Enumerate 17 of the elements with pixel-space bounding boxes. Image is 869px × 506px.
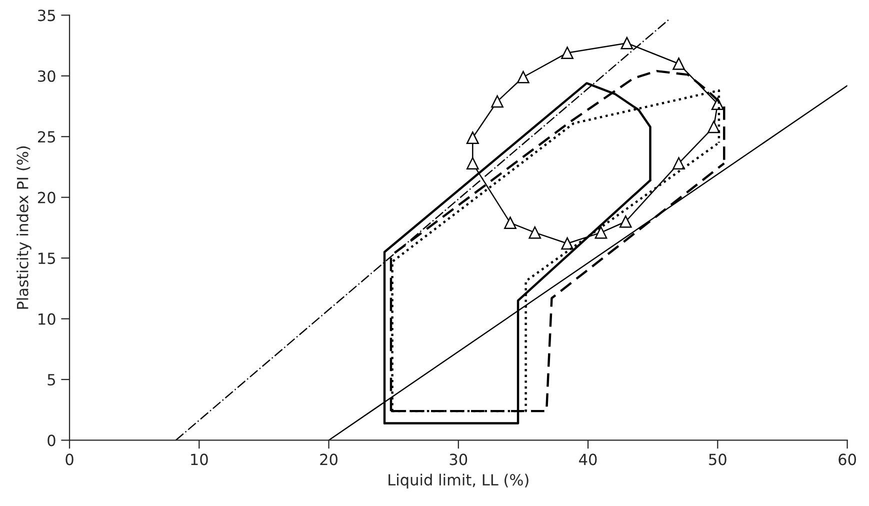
y-tick-label: 30 (38, 70, 56, 82)
y-tick-label: 15 (38, 252, 55, 264)
y-axis-title: Plasticity index PI (%) (16, 146, 32, 309)
y-tick-label: 0 (48, 434, 56, 446)
x-tick-label: 30 (450, 454, 468, 466)
x-tick-label: 60 (838, 454, 856, 466)
x-tick-label: 40 (579, 454, 597, 466)
x-tick-label: 20 (320, 454, 338, 466)
x-tick-label: 10 (191, 454, 208, 466)
y-tick-label: 10 (38, 313, 56, 325)
x-tick-label: 0 (66, 454, 74, 466)
y-tick-label: 35 (38, 10, 55, 22)
y-tick-label: 20 (38, 192, 56, 204)
x-axis-title: Liquid limit, LL (%) (388, 474, 528, 489)
y-tick-label: 5 (48, 374, 55, 386)
x-tick-label: 50 (709, 454, 726, 466)
y-tick-label: 25 (38, 131, 55, 143)
